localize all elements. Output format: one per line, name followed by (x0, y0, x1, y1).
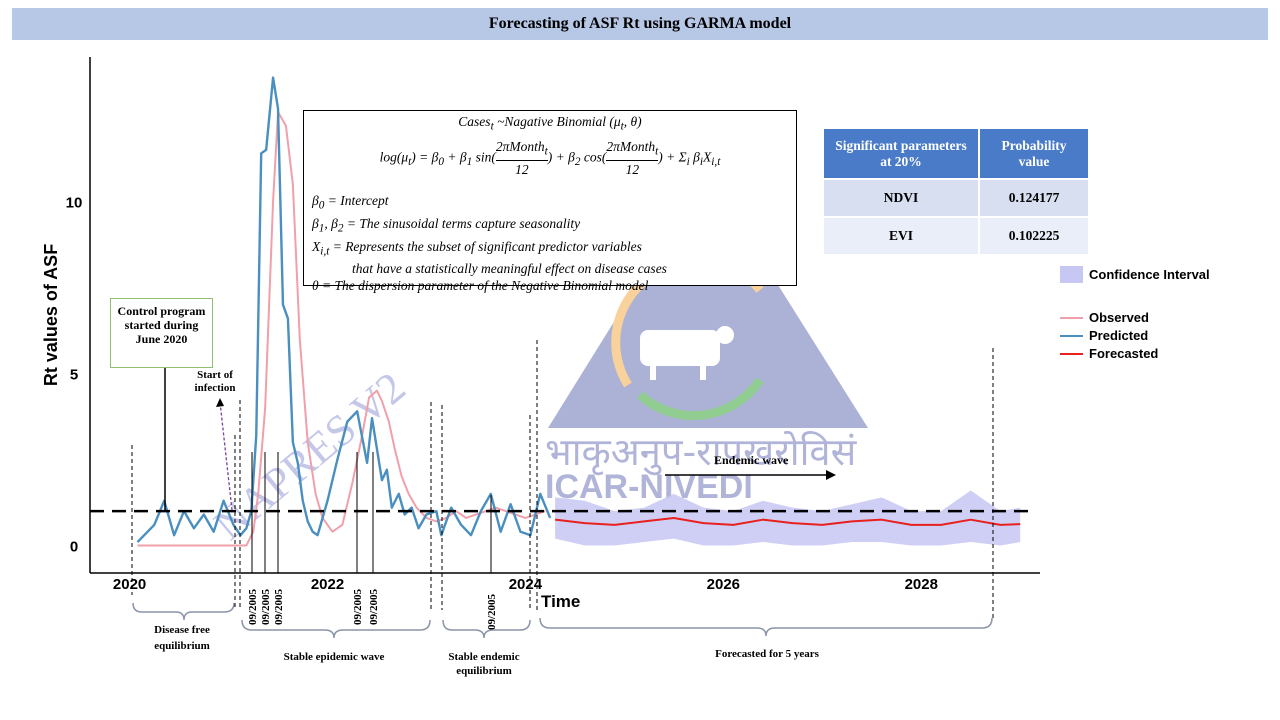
date-mark-6: 09/2005 (486, 593, 498, 630)
legend-label-observed: Observed (1089, 310, 1149, 325)
phase-labels: Disease free equilibrium Stable epidemic… (154, 624, 819, 677)
phase-label-3-line1: Stable endemic (448, 651, 519, 663)
watermark-logo (548, 172, 868, 428)
table-header-pvalue: Probability value (978, 127, 1090, 180)
x-tick-label: 2024 (509, 576, 543, 593)
start-infection-label-line1: Start of (197, 369, 233, 381)
equation-line-1: Casest ~Nagative Binomial (μt, θ) (458, 114, 642, 133)
definition-theta: θ = The dispersion parameter of the Nega… (312, 278, 649, 294)
phase-label-1-line2: equilibrium (154, 640, 210, 652)
definition-beta12: β1, β2 = The sinusoidal terms capture se… (312, 216, 581, 235)
start-infection-label-line2: infection (195, 382, 236, 394)
parameter-table: Significant parameters at 20% Probabilit… (822, 127, 1090, 256)
legend-swatch-observed (1060, 316, 1083, 319)
x-tick-labels: 2020 2022 2024 2026 2028 (113, 576, 938, 593)
legend-label-ci: Confidence Interval (1089, 267, 1210, 282)
date-mark-lines (251, 452, 492, 573)
x-tick-label: 2022 (311, 576, 344, 593)
endemic-wave-arrowhead (826, 470, 836, 480)
date-mark-5: 09/2005 (368, 588, 380, 625)
definition-beta0: β0 = Intercept (312, 193, 389, 213)
date-mark-labels: 09/2005 09/2005 09/2005 09/2005 09/2005 … (247, 588, 498, 630)
x-tick-label: 2026 (707, 576, 740, 593)
phase-dividers (131, 340, 994, 620)
legend-item-predicted: Predicted (1060, 328, 1148, 343)
x-tick-label: 2020 (113, 576, 146, 593)
legend-label-forecasted: Forecasted (1089, 346, 1159, 361)
date-mark-3: 09/2005 (273, 588, 285, 625)
phase-label-4: Forecasted for 5 years (715, 648, 819, 660)
legend-swatch-predicted (1060, 334, 1083, 337)
control-program-box: Control program started during June 2020 (110, 298, 213, 368)
legend-item-observed: Observed (1060, 310, 1149, 325)
ci-band-layer (555, 490, 1021, 546)
legend-swatch-forecasted (1060, 352, 1083, 355)
y-tick-label: 10 (66, 194, 83, 211)
x-axis-label: Time (541, 592, 580, 611)
model-equation-box: Casest ~Nagative Binomial (μt, θ) log(μt… (303, 110, 797, 293)
table-cell-param: EVI (822, 216, 980, 256)
definition-x: Xi,t = Represents the subset of signific… (312, 238, 642, 258)
watermark-text-hindi: भाकृअनुप-रापखरोविसं (545, 430, 858, 476)
table-row: NDVI 0.124177 (822, 178, 1090, 218)
legend-item-ci: Confidence Interval (1060, 266, 1210, 283)
legend-item-forecasted: Forecasted (1060, 346, 1158, 361)
table-cell-pvalue: 0.102225 (978, 216, 1090, 256)
date-mark-2: 09/2005 (260, 588, 272, 625)
table-cell-pvalue: 0.124177 (978, 178, 1090, 218)
series-line-forecasted (554, 516, 1021, 526)
phase-label-2: Stable epidemic wave (284, 651, 385, 663)
chart-title: Forecasting of ASF Rt using GARMA model (12, 8, 1268, 40)
y-axis-label: Rt values of ASF (41, 244, 61, 386)
phase-label-3-line2: equilibrium (456, 665, 512, 677)
table-header-row: Significant parameters at 20% Probabilit… (822, 127, 1090, 180)
endemic-wave-label: Endemic wave (714, 453, 789, 467)
y-tick-label: 0 (70, 538, 78, 555)
series-line-predicted (136, 76, 552, 543)
y-tick-labels: 0 5 10 (66, 194, 83, 555)
table-header-param: Significant parameters at 20% (822, 127, 980, 180)
table-row: EVI 0.102225 (822, 216, 1090, 256)
date-mark-1: 09/2005 (247, 588, 259, 625)
phase-braces (132, 602, 993, 639)
start-infection-arrowhead (216, 398, 224, 407)
phase-label-1-line1: Disease free (154, 624, 210, 636)
ci-band (555, 490, 1021, 546)
x-tick-label: 2028 (905, 576, 938, 593)
start-infection-arrow (219, 401, 233, 511)
date-mark-4: 09/2005 (352, 588, 364, 625)
definition-x-cont: that have a statistically meaningful eff… (352, 261, 667, 277)
y-tick-label: 5 (70, 366, 78, 383)
equation-line-2: log(μt) = β0 + β1 sin(2πMontht 12) + β2 c… (379, 138, 721, 178)
legend-swatch-ci (1060, 266, 1083, 283)
legend-label-predicted: Predicted (1089, 328, 1149, 343)
table-cell-param: NDVI (822, 178, 980, 218)
